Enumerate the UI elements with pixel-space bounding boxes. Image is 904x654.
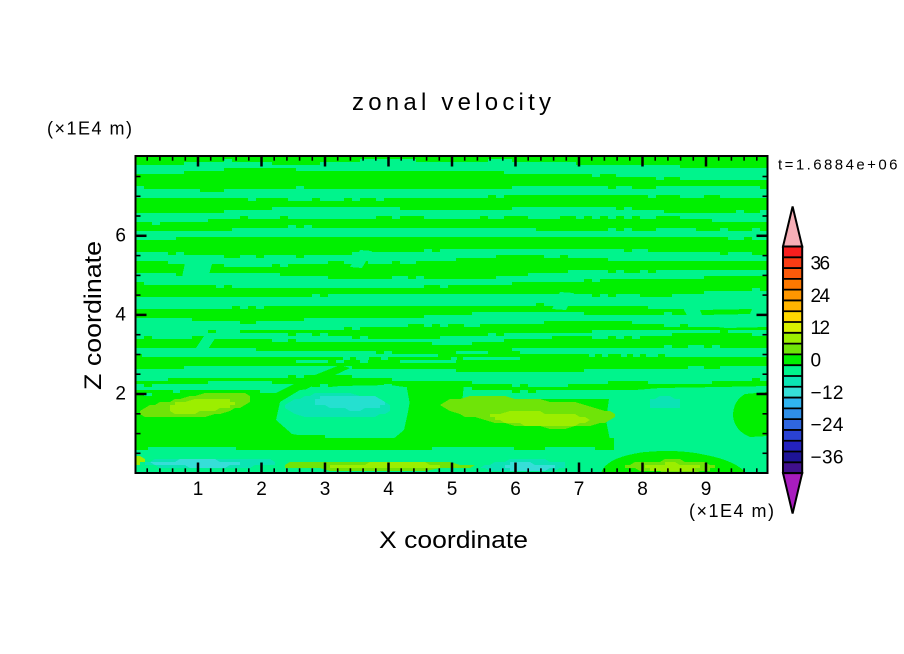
svg-text:2: 2 [256, 479, 267, 500]
svg-text:3: 3 [320, 479, 331, 500]
svg-text:(×1E4 m): (×1E4 m) [47, 119, 132, 139]
svg-text:9: 9 [701, 479, 712, 500]
svg-text:−36: −36 [811, 448, 844, 469]
svg-text:(×1E4 m): (×1E4 m) [689, 501, 774, 521]
svg-text:−12: −12 [811, 383, 844, 404]
svg-text:1: 1 [193, 479, 204, 500]
svg-text:t=1.6884e+06: t=1.6884e+06 [778, 156, 898, 173]
svg-text:5: 5 [447, 479, 458, 500]
svg-text:Z coordinate: Z coordinate [80, 241, 107, 390]
svg-text:0: 0 [811, 351, 822, 372]
svg-text:4: 4 [115, 304, 126, 325]
svg-text:6: 6 [510, 479, 521, 500]
svg-text:−24: −24 [811, 415, 844, 436]
svg-text:36: 36 [811, 253, 831, 274]
svg-text:2: 2 [115, 383, 126, 404]
svg-text:4: 4 [383, 479, 394, 500]
svg-text:X coordinate: X coordinate [379, 527, 528, 554]
svg-text:7: 7 [574, 479, 585, 500]
svg-text:6: 6 [115, 225, 126, 246]
svg-text:zonal velocity: zonal velocity [352, 89, 551, 116]
svg-text:24: 24 [811, 286, 831, 307]
svg-text:12: 12 [811, 318, 831, 339]
svg-text:8: 8 [637, 479, 648, 500]
